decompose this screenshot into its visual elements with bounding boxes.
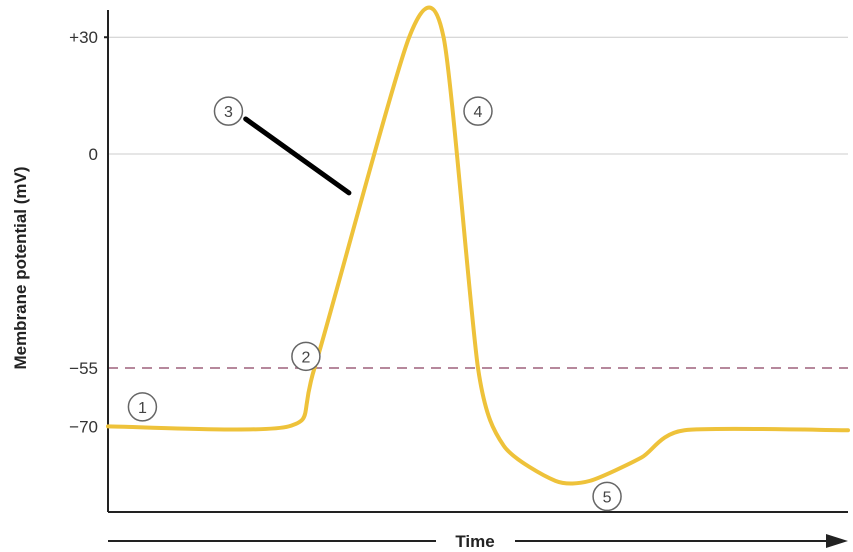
pointer-line xyxy=(243,116,352,196)
phase-marker-2: 2 xyxy=(291,341,321,372)
series xyxy=(106,5,850,486)
time-arrow-head xyxy=(826,534,848,548)
y-tick-label: 0 xyxy=(89,145,98,164)
pointer xyxy=(243,116,352,196)
phase-marker-4: 4 xyxy=(463,96,493,126)
annotations: 1 2 3 4 5 xyxy=(127,96,622,512)
phase-marker-1: 1 xyxy=(127,392,158,422)
phase-marker-label: 3 xyxy=(224,104,233,121)
phase-marker-circle xyxy=(127,392,158,422)
y-tick-label: −70 xyxy=(69,417,98,436)
y-tick-label: +30 xyxy=(69,28,98,47)
x-axis-title: Time xyxy=(455,532,494,551)
axis-titles: Membrane potential (mV) Time xyxy=(11,166,848,551)
y-tick-labels: +30 0 −55 −70 xyxy=(69,28,98,436)
phase-marker-3: 3 xyxy=(213,96,244,126)
phase-marker-label: 5 xyxy=(603,489,612,506)
membrane-potential-trace xyxy=(106,5,850,486)
y-tick-label: −55 xyxy=(69,359,98,378)
phase-marker-circle xyxy=(463,96,493,126)
phase-marker-label: 1 xyxy=(138,400,147,417)
gridlines xyxy=(104,36,848,155)
phase-marker-circle xyxy=(213,96,244,126)
y-axis-title: Membrane potential (mV) xyxy=(11,166,30,369)
phase-marker-circle xyxy=(291,341,321,372)
phase-marker-label: 2 xyxy=(301,349,310,366)
phase-marker-circle xyxy=(592,481,622,512)
phase-marker-label: 4 xyxy=(474,104,483,121)
axes xyxy=(107,10,848,513)
phase-marker-5: 5 xyxy=(592,481,622,512)
